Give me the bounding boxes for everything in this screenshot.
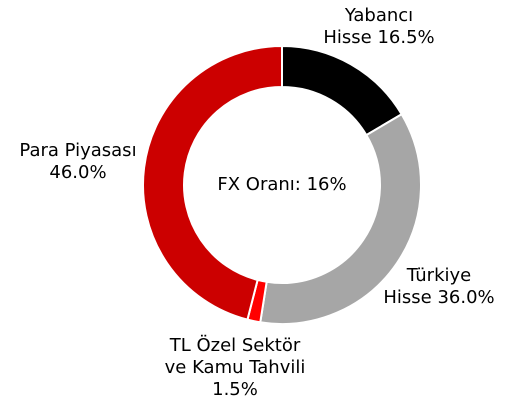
donut-slice	[281, 44, 404, 137]
slice-label: Para Piyasası 46.0%	[10, 140, 146, 184]
slice-name: Türkiye Hisse	[383, 265, 472, 308]
slice-value: 36.0%	[437, 287, 495, 308]
slice-name: Yabancı Hisse	[323, 5, 414, 48]
slice-value: 46.0%	[49, 162, 107, 183]
slice-value: 16.5%	[377, 27, 435, 48]
donut-slice	[259, 112, 422, 325]
slice-name: Para Piyasası	[19, 140, 137, 161]
slice-name: TL Özel Sektör ve Kamu Tahvili	[164, 335, 306, 378]
slice-label: Yabancı Hisse 16.5%	[320, 5, 438, 49]
slice-label: Türkiye Hisse 36.0%	[380, 265, 498, 309]
slice-value: 1.5%	[212, 379, 258, 400]
slice-label: TL Özel Sektör ve Kamu Tahvili 1.5%	[160, 335, 310, 400]
donut-slice	[142, 44, 283, 321]
center-text: FX Oranı: 16%	[217, 174, 346, 195]
